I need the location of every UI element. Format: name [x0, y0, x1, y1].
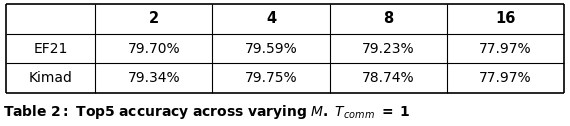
- Text: 79.75%: 79.75%: [245, 71, 298, 85]
- Text: 2: 2: [149, 11, 159, 26]
- Text: 79.70%: 79.70%: [128, 41, 180, 56]
- Text: 78.74%: 78.74%: [362, 71, 414, 85]
- Text: 79.23%: 79.23%: [362, 41, 414, 56]
- Text: 79.34%: 79.34%: [128, 71, 180, 85]
- Text: 4: 4: [266, 11, 276, 26]
- Text: 77.97%: 77.97%: [479, 41, 532, 56]
- Text: 79.59%: 79.59%: [245, 41, 298, 56]
- Text: Kimad: Kimad: [28, 71, 72, 85]
- Text: 16: 16: [495, 11, 516, 26]
- Text: $\mathbf{Table\ 2{:}\ Top5\ accuracy\ across\ varying}$ $\mathit{M}$$\mathbf{.}$: $\mathbf{Table\ 2{:}\ Top5\ accuracy\ ac…: [3, 103, 410, 121]
- Text: 77.97%: 77.97%: [479, 71, 532, 85]
- Text: EF21: EF21: [33, 41, 68, 56]
- Text: 8: 8: [383, 11, 393, 26]
